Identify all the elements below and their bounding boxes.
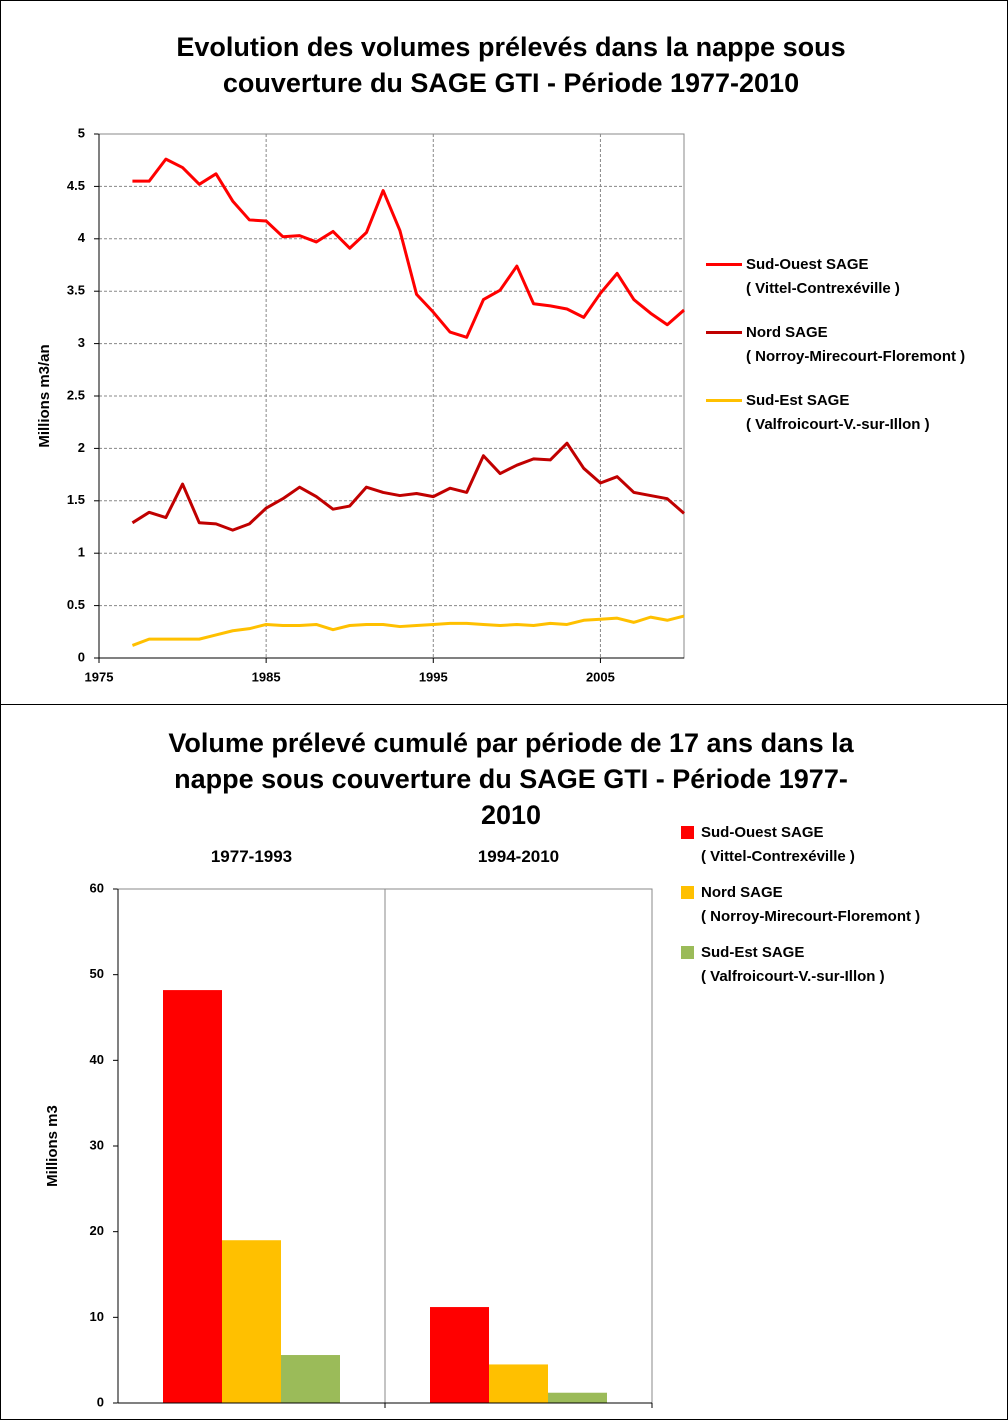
legend-item: Sud-Est SAGE ( Valfroicourt-V.-sur-Illon…: [706, 389, 1001, 437]
legend-label: Sud-Est SAGE ( Valfroicourt-V.-sur-Illon…: [746, 392, 930, 433]
y-tick-label: 2.5: [67, 387, 85, 402]
legend-item: Sud-Ouest SAGE ( Vittel-Contrexéville ): [706, 253, 1001, 301]
y-tick-label: 1: [78, 545, 85, 560]
y-tick-label: 10: [90, 1309, 104, 1324]
y-axis-label: Millions m3/an: [36, 344, 53, 447]
y-tick-label: 5: [78, 125, 85, 140]
y-tick-label: 2: [78, 440, 85, 455]
legend-item: Sud-Est SAGE ( Valfroicourt-V.-sur-Illon…: [681, 941, 1007, 989]
x-tick-label: 1975: [85, 669, 114, 684]
legend: Sud-Ouest SAGE ( Vittel-Contrexéville ) N…: [706, 253, 1001, 457]
bar: [548, 1392, 607, 1403]
y-tick-label: 0: [97, 1394, 104, 1409]
y-tick-label: 1.5: [67, 492, 85, 507]
y-tick-label: 0: [78, 649, 85, 664]
legend-swatch: [706, 399, 742, 402]
legend-swatch: [706, 331, 742, 334]
y-tick-label: 4.5: [67, 178, 85, 193]
legend-swatch: [681, 826, 694, 839]
y-tick-label: 30: [90, 1137, 104, 1152]
y-tick-label: 3: [78, 335, 85, 350]
legend-swatch: [706, 263, 742, 266]
legend-label: Sud-Est SAGE ( Valfroicourt-V.-sur-Illon…: [701, 944, 885, 985]
y-tick-label: 20: [90, 1223, 104, 1238]
legend-item: Sud-Ouest SAGE ( Vittel-Contrexéville ): [681, 821, 1007, 869]
category-label: 1977-1993: [210, 847, 293, 866]
chart-title: Volume prélevé cumulé par période de 17 …: [168, 728, 854, 830]
legend: Sud-Ouest SAGE ( Vittel-Contrexéville ) N…: [681, 821, 1007, 1001]
series-line: [131, 441, 685, 532]
legend-item: Nord SAGE ( Norroy-Mirecourt-Floremont ): [706, 321, 1001, 369]
y-tick-label: 4: [78, 230, 86, 245]
legend-swatch: [681, 946, 694, 959]
y-tick-label: 60: [90, 880, 104, 895]
series-line: [132, 157, 685, 339]
bar: [430, 1307, 489, 1403]
legend-label: Nord SAGE ( Norroy-Mirecourt-Floremont ): [701, 884, 921, 925]
series-line: [131, 614, 685, 647]
x-tick-label: 2005: [586, 669, 615, 684]
legend-label: Sud-Ouest SAGE ( Vittel-Contrexéville ): [746, 256, 900, 297]
y-tick-label: 0.5: [67, 597, 85, 612]
y-tick-label: 50: [90, 966, 104, 981]
y-tick-label: 40: [90, 1052, 104, 1067]
y-axis-label: Millions m3: [44, 1105, 61, 1187]
bar: [489, 1364, 548, 1403]
legend-label: Nord SAGE ( Norroy-Mirecourt-Floremont ): [746, 324, 966, 365]
legend-label: Sud-Ouest SAGE ( Vittel-Contrexéville ): [701, 824, 855, 865]
bar: [222, 1240, 281, 1403]
divider: [1, 704, 1007, 705]
legend-swatch: [681, 886, 694, 899]
bar: [281, 1355, 340, 1403]
category-label: 1994-2010: [477, 847, 560, 866]
y-tick-label: 3.5: [67, 283, 85, 298]
x-tick-label: 1995: [419, 669, 448, 684]
x-tick-label: 1985: [252, 669, 281, 684]
chart-title: Evolution des volumes prélevés dans la n…: [176, 32, 846, 98]
bar: [163, 990, 222, 1403]
legend-item: Nord SAGE ( Norroy-Mirecourt-Floremont ): [681, 881, 1007, 929]
